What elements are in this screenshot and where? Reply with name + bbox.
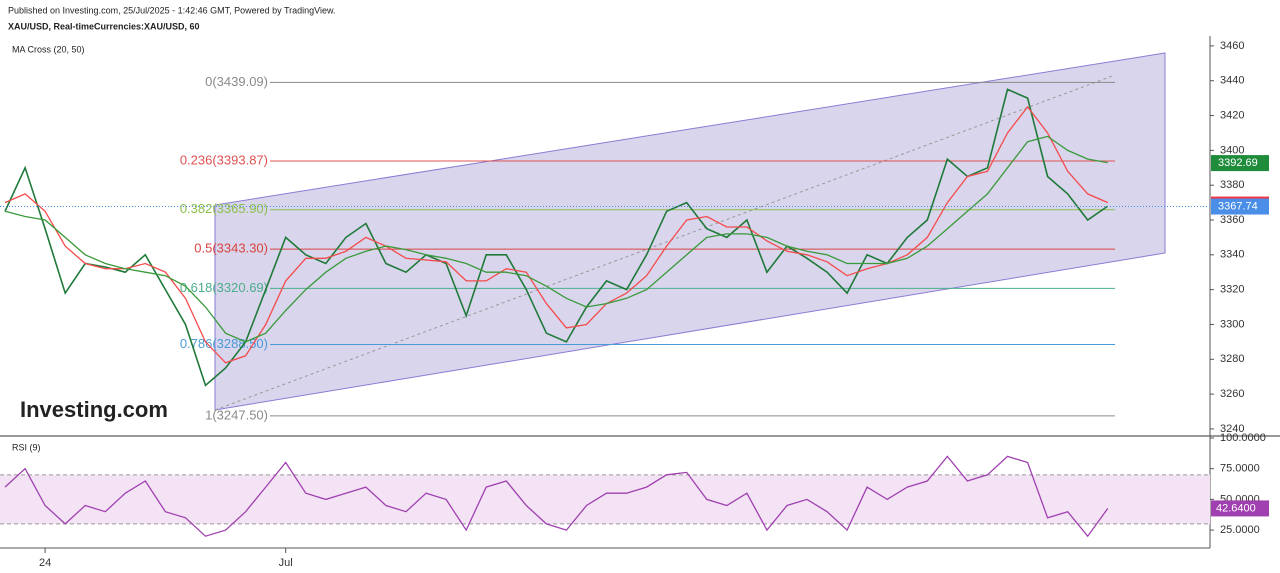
y-tick-label: 25.0000 (1220, 524, 1260, 536)
trend-line (214, 74, 1116, 411)
fib-label: 0.5(3343.30) (194, 241, 268, 256)
series-line (4, 455, 1109, 538)
fib-label: 1(3247.50) (205, 407, 268, 422)
fib-label: 0.618(3320.69) (180, 280, 268, 295)
y-tick-label: 3400 (1220, 144, 1244, 156)
rsi-label-box (1211, 500, 1269, 517)
y-tick-label: 3420 (1220, 109, 1244, 121)
rsi-title: RSI (9) (12, 442, 41, 452)
y-tick-label: 3360 (1220, 214, 1244, 226)
fib-label: 0(3439.09) (205, 74, 268, 89)
series-line (4, 88, 1109, 387)
y-tick-label: 100.0000 (1220, 432, 1266, 444)
y-tick-label: 3280 (1220, 353, 1244, 365)
y-tick-label: 3260 (1220, 388, 1244, 400)
price-label: 3392.69 (1218, 157, 1258, 169)
y-tick-label: 3240 (1220, 423, 1244, 435)
fib-label: 0.236(3393.87) (180, 152, 268, 167)
x-tick-label: Jul (279, 557, 293, 569)
price-label: 3367.74 (1218, 200, 1258, 212)
series-line (4, 135, 1108, 343)
indicator-title: MA Cross (20, 50) (12, 44, 85, 54)
rsi-band (0, 474, 1210, 524)
y-tick-label: 3340 (1220, 249, 1244, 261)
rsi-label: 42.6400 (1216, 502, 1256, 514)
x-tick-label: 24 (39, 557, 51, 569)
fib-label: 0.382(3365.90) (180, 201, 268, 216)
y-tick-label: 3440 (1220, 75, 1244, 87)
symbol-title: XAU/USD, Real-timeCurrencies:XAU/USD, 60 (8, 21, 200, 31)
series-line (4, 105, 1109, 364)
y-tick-label: 3380 (1220, 179, 1244, 191)
channel (214, 52, 1166, 411)
published-note: Published on Investing.com, 25/Jul/2025 … (8, 5, 336, 15)
price-label-box (1211, 198, 1269, 215)
y-tick-label: 3460 (1220, 40, 1244, 52)
price-label-box (1211, 155, 1269, 172)
y-tick-label: 75.0000 (1220, 463, 1260, 475)
y-tick-label: 3320 (1220, 284, 1244, 296)
y-tick-label: 3300 (1220, 318, 1244, 330)
watermark: Investing.com (20, 397, 168, 422)
